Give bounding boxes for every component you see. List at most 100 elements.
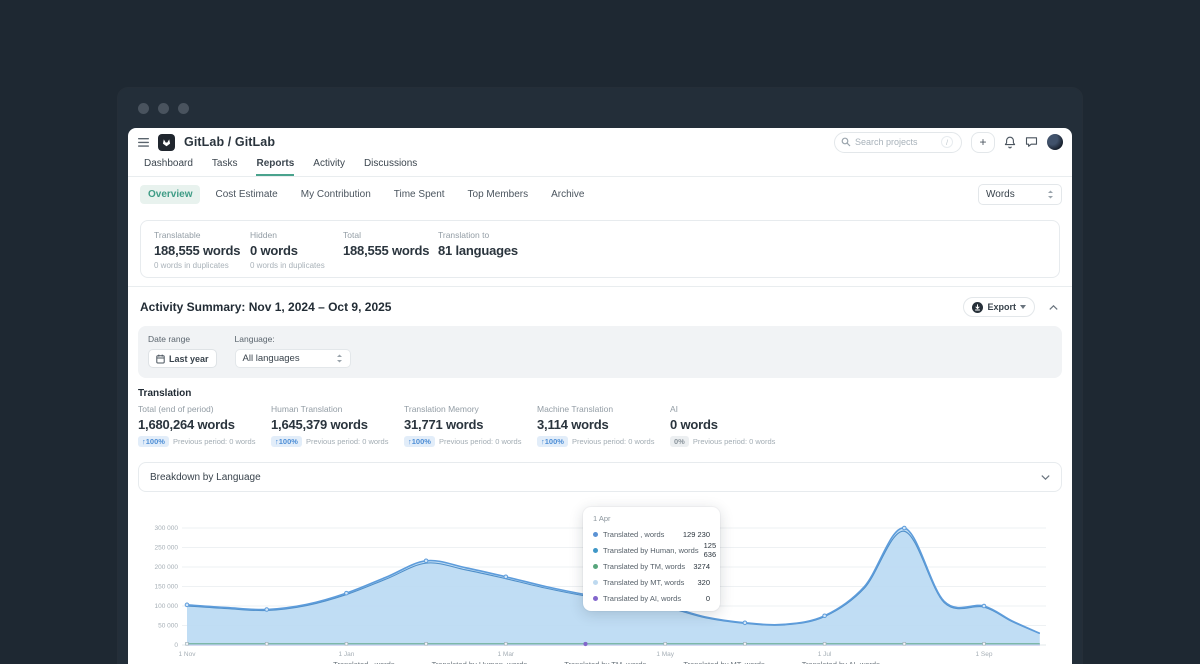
select-caret-icon <box>1048 190 1053 198</box>
chevron-up-icon <box>1049 304 1058 310</box>
tooltip-row: Translated by AI, words 0 <box>593 590 710 606</box>
series-dot-icon <box>593 579 598 585</box>
date-range-button[interactable]: Last year <box>148 349 217 368</box>
legend-label: Translated by AI, words <box>802 660 880 664</box>
search-icon <box>841 137 851 147</box>
tooltip-series-label: Translated by MT, words <box>603 577 685 587</box>
bell-icon <box>1004 136 1016 148</box>
language-select[interactable]: All languages <box>234 349 351 368</box>
legend-label: Translated by Human, words <box>432 660 528 664</box>
export-button-label: Export <box>987 302 1016 312</box>
report-subtab[interactable]: Time Spent <box>386 185 453 204</box>
project-logo <box>158 133 175 151</box>
collapse-section-button[interactable] <box>1049 304 1058 310</box>
window-control-dot[interactable] <box>158 102 169 114</box>
change-badge: ↑100% <box>138 436 169 447</box>
export-button[interactable]: Export <box>963 297 1035 317</box>
report-subtab-list: Overview Cost Estimate My Contribution Time… <box>140 184 592 204</box>
stat-label: Human Translation <box>271 404 343 414</box>
translation-stat: Total (end of period) 1,680,264 words ↑1… <box>138 404 271 447</box>
translation-heading: Translation <box>138 388 192 399</box>
stat-value: 31,771 words <box>404 417 484 432</box>
stat-label: AI <box>670 404 679 414</box>
tooltip-row: Translated by Human, words 125 636 <box>593 541 716 559</box>
stat-value: 81 languages <box>438 243 518 258</box>
report-subtab[interactable]: My Contribution <box>293 185 379 204</box>
nav-tab[interactable]: Reports <box>256 156 295 176</box>
svg-text:1 Nov: 1 Nov <box>179 651 197 658</box>
legend-item[interactable]: Translated , words <box>320 660 395 664</box>
report-subtab[interactable]: Archive <box>543 185 592 204</box>
stat-value: 188,555 words <box>154 243 241 258</box>
search-input[interactable] <box>855 137 937 147</box>
svg-text:1 Jan: 1 Jan <box>338 651 354 658</box>
language-filter: Language: All languages <box>234 334 351 368</box>
svg-text:100 000: 100 000 <box>155 603 179 610</box>
nav-tab[interactable]: Discussions <box>364 156 417 176</box>
tooltip-row: Translated by MT, words 320 <box>593 574 710 590</box>
caret-down-icon <box>1020 305 1026 309</box>
window-control-dot[interactable] <box>138 102 149 114</box>
create-new-button[interactable]: + <box>971 131 995 153</box>
tooltip-series-value: 3274 <box>693 561 710 571</box>
activity-summary-section: Activity Summary: Nov 1, 2024 – Oct 9, 2… <box>128 286 1072 664</box>
svg-text:300 000: 300 000 <box>155 525 179 532</box>
summary-stat: Total 188,555 words <box>343 230 438 270</box>
breakdown-label: Breakdown by Language <box>150 471 261 483</box>
legend-item[interactable]: Translated by MT, words <box>670 660 765 664</box>
activity-chart-area: 0 50 000 100 000 150 000 200 000 250 000 300 0… <box>138 499 1062 658</box>
translation-stat: Machine Translation 3,114 words ↑100% Pr… <box>537 404 670 447</box>
nav-tab[interactable]: Dashboard <box>144 156 193 176</box>
stat-value: 1,645,379 words <box>271 417 368 432</box>
previous-period-note: Previous period: 0 words <box>438 437 522 446</box>
date-range-label: Date range <box>148 334 191 344</box>
svg-text:1 Jul: 1 Jul <box>818 651 832 658</box>
tooltip-series-label: Translated , words <box>603 529 665 539</box>
chat-bubble-icon <box>1025 137 1038 147</box>
chart-legend: Translated , words Translated by Human, … <box>128 660 1072 664</box>
browser-window: GitLab / GitLab / + Dashboard Tasks Report… <box>118 88 1082 664</box>
window-control-dot[interactable] <box>178 102 189 114</box>
tooltip-row: Translated by TM, words 3274 <box>593 558 710 574</box>
translation-stats-row: Total (end of period) 1,680,264 words ↑1… <box>138 404 1062 447</box>
user-avatar[interactable] <box>1047 134 1063 150</box>
window-titlebar <box>118 88 1082 128</box>
svg-text:50 000: 50 000 <box>158 623 178 630</box>
report-subtab[interactable]: Top Members <box>460 185 537 204</box>
notifications-button[interactable] <box>1004 136 1016 149</box>
legend-label: Translated by TM, words <box>564 660 646 664</box>
previous-period-note: Previous period: 0 words <box>692 437 776 446</box>
stat-value: 1,680,264 words <box>138 417 235 432</box>
page-title: GitLab / GitLab <box>184 135 276 149</box>
report-subtab[interactable]: Overview <box>140 184 201 204</box>
legend-item[interactable]: Translated by Human, words <box>418 660 528 664</box>
unit-select[interactable]: Words <box>978 183 1062 205</box>
nav-tab[interactable]: Tasks <box>212 156 238 176</box>
svg-text:1 May: 1 May <box>656 651 674 658</box>
svg-text:0: 0 <box>174 642 178 649</box>
nav-tab[interactable]: Activity <box>313 156 345 176</box>
chart-tooltip: 1 Apr Translated , words 129 230 Transla… <box>583 507 720 611</box>
svg-text:150 000: 150 000 <box>155 584 179 591</box>
legend-item[interactable]: Translated by AI, words <box>788 660 880 664</box>
legend-item[interactable]: Translated by TM, words <box>551 660 646 664</box>
messages-button[interactable] <box>1025 136 1038 148</box>
change-badge: ↑100% <box>404 436 435 447</box>
svg-text:1 Sep: 1 Sep <box>976 651 993 658</box>
stat-label: Translation Memory <box>404 404 479 414</box>
change-badge: ↑100% <box>537 436 568 447</box>
stat-label: Translatable <box>154 230 201 240</box>
tooltip-series-label: Translated by Human, words <box>603 545 699 555</box>
date-range-filter: Date range Last year <box>148 334 217 368</box>
report-subtab[interactable]: Cost Estimate <box>207 185 285 204</box>
hamburger-menu-button[interactable] <box>138 137 149 147</box>
stat-subtext: 0 words in duplicates <box>154 261 229 270</box>
hamburger-icon <box>138 137 149 147</box>
summary-stat: Translatable 188,555 words 0 words in du… <box>154 230 250 270</box>
tooltip-series-label: Translated by TM, words <box>603 561 686 571</box>
stat-label: Machine Translation <box>537 404 614 414</box>
date-range-value: Last year <box>169 353 209 364</box>
breakdown-by-language-card[interactable]: Breakdown by Language <box>138 462 1062 492</box>
project-words-summary-card: Translatable 188,555 words 0 words in du… <box>140 220 1060 278</box>
tooltip-date: 1 Apr <box>593 514 611 523</box>
